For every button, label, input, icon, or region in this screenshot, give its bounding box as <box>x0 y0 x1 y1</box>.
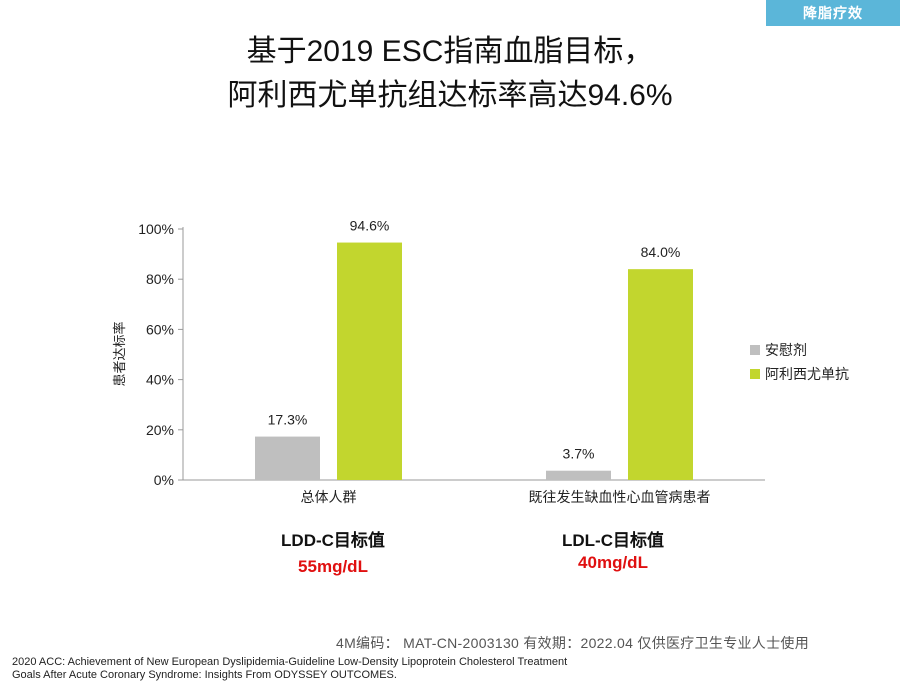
target-label-2: LDL-C目标值 <box>562 531 664 550</box>
section-tag: 降脂疗效 <box>766 0 900 26</box>
y-tick-label: 0% <box>154 472 174 488</box>
y-tick-label: 100% <box>138 221 174 237</box>
target-label-1: LDD-C目标值 <box>281 531 385 550</box>
title-line-1: 基于2019 ESC指南血脂目标， <box>246 35 654 68</box>
bar-data-label: 3.7% <box>563 446 595 462</box>
y-tick-label: 20% <box>146 422 174 438</box>
bar-data-label: 94.6% <box>350 218 390 234</box>
y-tick-label: 60% <box>146 321 174 337</box>
bar-placebo <box>546 470 611 480</box>
bar-data-label: 17.3% <box>268 412 308 428</box>
y-tick-label: 40% <box>146 372 174 388</box>
x-category-label: 既往发生缺血性心血管病患者 <box>529 489 711 505</box>
page-title: 基于2019 ESC指南血脂目标， 阿利西尤单抗组达标率高达94.6% <box>0 30 900 118</box>
legend-swatch <box>750 345 760 355</box>
y-tick-label: 80% <box>146 271 174 287</box>
bar-data-label: 84.0% <box>641 244 681 260</box>
bar-alirocumab <box>628 269 693 480</box>
document-code: 4M编码： MAT-CN-2003130 有效期：2022.04 仅供医疗卫生专… <box>336 635 810 651</box>
reference-note: 2020 ACC: Achievement of New European Dy… <box>12 656 568 681</box>
legend-label: 阿利西尤单抗 <box>765 366 849 382</box>
target-group-1: LDD-C目标值 55mg/dL <box>233 530 433 578</box>
target-value-1: 55mg/dL <box>298 557 368 576</box>
target-group-2: LDL-C目标值 40mg/dL <box>513 530 713 574</box>
legend-swatch <box>750 369 760 379</box>
bar-placebo <box>255 436 320 480</box>
y-axis-label: 患者达标率 <box>112 321 127 386</box>
target-value-2: 40mg/dL <box>578 553 648 572</box>
bar-alirocumab <box>337 242 402 480</box>
x-category-label: 总体人群 <box>301 489 357 505</box>
title-line-2: 阿利西尤单抗组达标率高达94.6% <box>227 79 673 112</box>
legend-label: 安慰剂 <box>765 342 807 358</box>
